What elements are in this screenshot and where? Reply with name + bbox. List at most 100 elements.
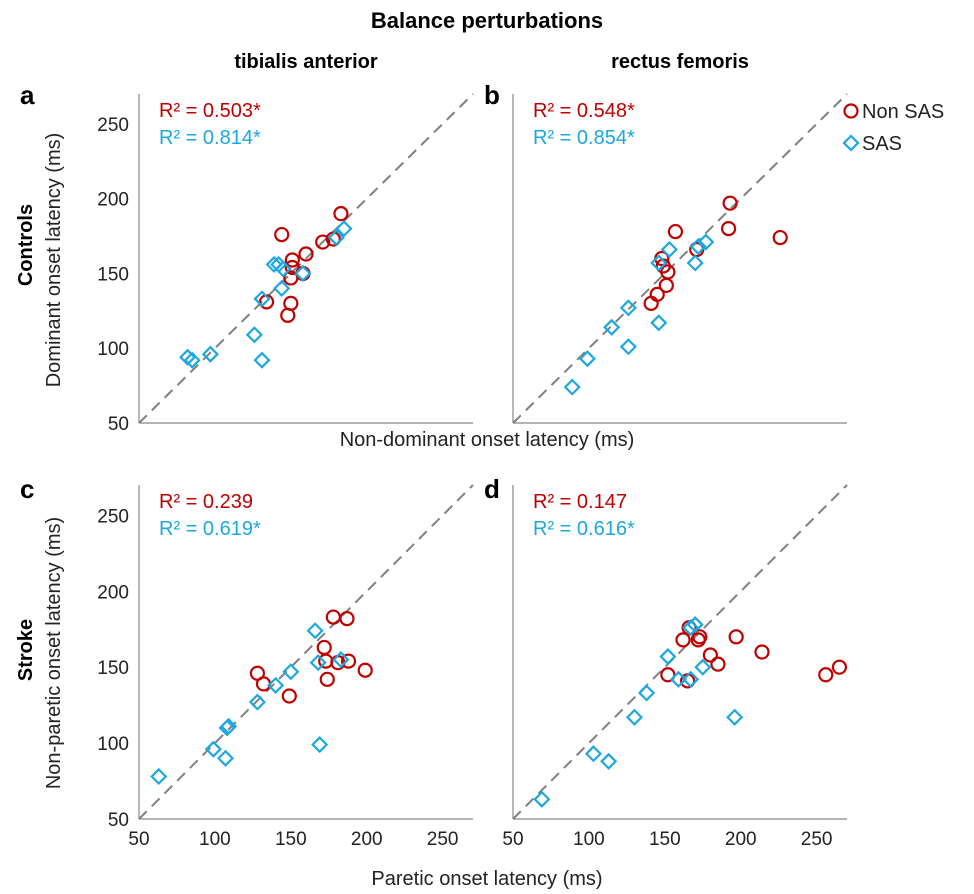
point-sas (650, 254, 668, 272)
point-sas (220, 717, 238, 735)
point-sas (201, 345, 219, 363)
point-sas (179, 348, 197, 366)
point-non-sas (658, 277, 674, 294)
point-sas (183, 351, 201, 369)
point-sas (578, 350, 596, 368)
point-sas (619, 299, 637, 317)
point-sas (686, 616, 704, 634)
point-sas (603, 318, 621, 336)
point-sas (659, 647, 677, 666)
point-sas (327, 229, 345, 247)
point-sas (267, 676, 285, 694)
x-axis-label-bottom: Paretic onset latency (ms) (371, 868, 602, 890)
r-squared-non-sas: R² = 0.548* (533, 100, 635, 122)
point-non-sas (720, 220, 737, 237)
r-squared-sas: R² = 0.616* (533, 518, 635, 540)
point-sas (216, 749, 235, 767)
point-non-sas (831, 659, 848, 675)
point-non-sas (675, 632, 691, 648)
y-tick-label: 150 (97, 264, 129, 285)
point-sas (660, 240, 678, 259)
point-non-sas (772, 229, 788, 246)
r-squared-sas: R² = 0.814* (159, 127, 261, 149)
point-sas (335, 220, 353, 238)
x-tick-label: 50 (128, 829, 149, 850)
identity-line (138, 484, 474, 820)
figure-title: Balance perturbations (371, 8, 603, 33)
point-sas (682, 619, 700, 637)
point-non-sas (284, 252, 300, 268)
point-non-sas (339, 610, 355, 627)
point-sas (650, 314, 668, 332)
point-non-sas (340, 653, 357, 669)
legend-marker-non-sas (843, 103, 859, 119)
panel-c: 50 100 150 200 250 50 100 150 200 250 R² = 0.239 R²… (97, 484, 474, 850)
r-squared-non-sas: R² = 0.239 (159, 491, 253, 513)
point-non-sas (692, 629, 708, 645)
point-sas (332, 651, 350, 669)
point-non-sas (281, 688, 297, 704)
point-non-sas (818, 667, 834, 683)
point-non-sas (274, 226, 290, 243)
r-squared-sas: R² = 0.854* (533, 127, 635, 149)
legend: Non SAS SAS (842, 101, 944, 155)
point-non-sas (710, 656, 726, 672)
y-tick-label: 250 (97, 506, 129, 527)
identity-line (138, 93, 474, 424)
point-sas (638, 684, 656, 702)
point-sas (204, 740, 222, 758)
x-tick-label: 200 (725, 829, 757, 850)
point-sas (625, 708, 644, 726)
panel-letter-a: a (20, 80, 35, 110)
point-non-sas (333, 206, 349, 222)
point-sas (273, 279, 291, 297)
r-squared-non-sas: R² = 0.503* (159, 100, 261, 122)
point-non-sas (649, 286, 665, 302)
point-sas (689, 237, 707, 256)
identity-line (512, 93, 848, 424)
point-non-sas (722, 195, 738, 211)
y-tick-label: 50 (108, 414, 129, 435)
point-sas (245, 326, 263, 344)
point-sas (253, 290, 271, 308)
x-tick-label: 150 (275, 829, 307, 850)
point-sas (306, 622, 324, 640)
identity-line (512, 484, 848, 820)
x-tick-label: 250 (801, 829, 833, 850)
point-non-sas (702, 647, 718, 663)
point-non-sas (325, 609, 341, 625)
r-squared-sas: R² = 0.619* (159, 518, 261, 540)
point-sas (274, 260, 292, 278)
panel-letter-b: b (484, 80, 500, 110)
y-tick-label: 250 (97, 115, 129, 136)
y-axis-label-bottom: Non-paretic onset latency (ms) (43, 517, 65, 789)
y-tick-label: 50 (108, 810, 129, 831)
point-non-sas (298, 246, 314, 262)
point-non-sas (283, 295, 299, 311)
point-sas (600, 752, 618, 770)
point-sas (311, 736, 329, 754)
point-sas (682, 670, 700, 688)
x-tick-label: 200 (351, 829, 383, 850)
point-non-sas (295, 265, 311, 282)
panel-letter-c: c (20, 474, 34, 504)
point-non-sas (315, 234, 331, 250)
point-non-sas (660, 667, 676, 683)
point-sas (248, 693, 266, 711)
point-non-sas (319, 671, 335, 687)
r-squared-non-sas: R² = 0.147 (533, 491, 627, 513)
point-non-sas (316, 639, 332, 656)
point-sas (694, 658, 712, 676)
column-title-rectus-femoris: rectus femoris (611, 51, 749, 73)
x-tick-label: 100 (199, 829, 231, 850)
row-title-stroke: Stroke (15, 619, 37, 681)
panel-b: R² = 0.548* R² = 0.854* (512, 93, 848, 424)
legend-label-non-sas: Non SAS (862, 101, 944, 123)
point-sas (253, 351, 271, 369)
point-non-sas (255, 676, 272, 692)
legend-marker-sas (842, 134, 860, 152)
point-sas (686, 254, 704, 272)
point-non-sas (754, 644, 770, 660)
point-sas (726, 708, 744, 726)
